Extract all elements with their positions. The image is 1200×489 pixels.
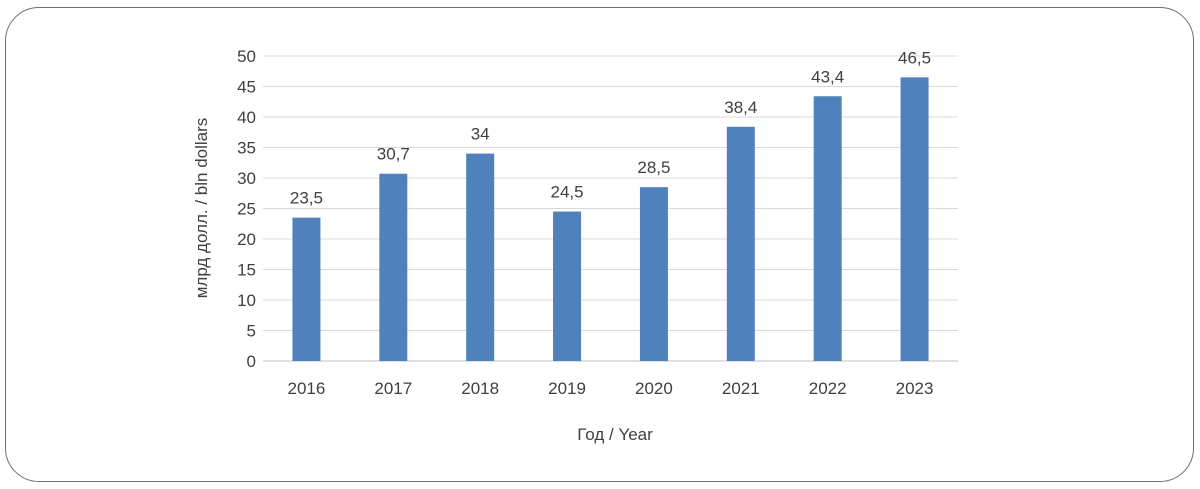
bar-2017 bbox=[379, 173, 408, 361]
data-label: 46,5 bbox=[898, 48, 931, 67]
data-label: 23,5 bbox=[290, 189, 323, 208]
data-label: 30,7 bbox=[377, 145, 410, 164]
y-tick-label: 35 bbox=[237, 139, 256, 158]
y-tick-labels: 0 5 10 15 20 25 30 35 40 45 50 bbox=[237, 47, 256, 371]
bar-2016 bbox=[292, 217, 321, 361]
bars bbox=[292, 77, 929, 361]
data-label: 43,4 bbox=[811, 67, 844, 86]
y-tick-label: 10 bbox=[237, 291, 256, 310]
x-axis-title: Год / Year bbox=[577, 425, 653, 444]
x-tick-label: 2022 bbox=[809, 379, 847, 398]
bar-2020 bbox=[639, 187, 668, 361]
data-label: 34 bbox=[471, 125, 490, 144]
x-tick-label: 2021 bbox=[722, 379, 760, 398]
x-tick-label: 2018 bbox=[461, 379, 499, 398]
y-tick-label: 5 bbox=[247, 322, 256, 341]
y-tick-label: 20 bbox=[237, 230, 256, 249]
y-axis-title: млрд долл. / bln dollars bbox=[192, 118, 211, 299]
bar-2021 bbox=[726, 126, 755, 361]
bar-2023 bbox=[900, 77, 929, 361]
gridlines bbox=[263, 55, 958, 362]
data-label: 28,5 bbox=[637, 158, 670, 177]
bar-2019 bbox=[553, 211, 582, 361]
x-tick-label: 2017 bbox=[374, 379, 412, 398]
y-tick-label: 30 bbox=[237, 169, 256, 188]
x-tick-label: 2016 bbox=[288, 379, 326, 398]
data-labels: 23,5 30,7 34 24,5 28,5 38,4 43,4 46,5 bbox=[290, 48, 931, 207]
data-label: 24,5 bbox=[551, 183, 584, 202]
x-tick-label: 2023 bbox=[896, 379, 934, 398]
y-tick-label: 40 bbox=[237, 108, 256, 127]
y-tick-label: 50 bbox=[237, 47, 256, 66]
x-tick-label: 2020 bbox=[635, 379, 673, 398]
y-tick-label: 15 bbox=[237, 261, 256, 280]
data-label: 38,4 bbox=[724, 98, 757, 117]
x-tick-label: 2019 bbox=[548, 379, 586, 398]
x-tick-labels: 2016 2017 2018 2019 2020 2021 2022 2023 bbox=[288, 379, 934, 398]
bar-2018 bbox=[466, 153, 495, 361]
y-tick-label: 45 bbox=[237, 78, 256, 97]
y-tick-label: 0 bbox=[247, 352, 256, 371]
y-tick-label: 25 bbox=[237, 200, 256, 219]
bar-2022 bbox=[813, 96, 842, 361]
